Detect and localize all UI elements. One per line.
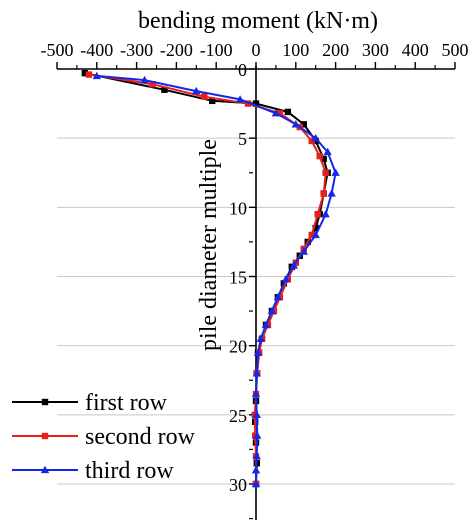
data-point <box>289 261 299 269</box>
data-point <box>300 121 307 128</box>
data-point <box>321 210 330 218</box>
data-point <box>251 479 261 488</box>
data-point <box>299 247 308 255</box>
x-tick-label: 500 <box>442 40 469 60</box>
x-tick-label: 400 <box>402 40 429 60</box>
legend: first row second row third row <box>12 390 196 484</box>
data-point <box>209 97 216 105</box>
data-point <box>252 431 262 439</box>
x-tick-label: -300 <box>120 40 153 60</box>
series-third-row <box>92 71 340 488</box>
data-point <box>311 230 320 239</box>
y-tick-label: 5 <box>238 129 247 149</box>
data-point <box>235 95 245 103</box>
data-point <box>253 348 263 356</box>
data-point <box>252 410 261 418</box>
data-point <box>316 152 323 160</box>
x-tick-label: -100 <box>200 40 233 60</box>
data-point <box>284 108 292 116</box>
data-point <box>256 334 265 342</box>
legend-label: third row <box>85 458 174 484</box>
data-point <box>276 110 284 117</box>
data-point <box>252 100 260 107</box>
y-tick-label: 30 <box>229 475 247 495</box>
axes: -500 -400 -300 -200 -100 0 100 200 300 400 5000510… <box>41 40 469 520</box>
data-point <box>85 71 93 78</box>
y-tick-label: 10 <box>229 198 247 218</box>
data-point <box>320 155 327 163</box>
plot-area <box>81 69 340 488</box>
y-tick-label: 0 <box>238 60 247 80</box>
legend-item: second row <box>12 424 196 450</box>
x-tick-label: -500 <box>41 40 74 60</box>
data-point <box>311 133 320 142</box>
x-axis-title: bending moment (kN·m) <box>138 8 378 34</box>
y-axis-title: pile diameter multiple <box>196 139 222 351</box>
y-tick-label: 20 <box>229 337 247 357</box>
data-point <box>251 389 261 398</box>
data-point <box>192 86 201 95</box>
data-point <box>40 465 50 474</box>
legend-item: third row <box>12 458 174 484</box>
data-point <box>327 189 336 197</box>
data-point <box>331 168 340 176</box>
data-point <box>291 120 300 128</box>
data-point <box>308 231 315 239</box>
x-tick-label: -400 <box>80 40 113 60</box>
data-point <box>149 81 156 88</box>
legend-label: first row <box>85 390 168 416</box>
data-point <box>271 109 281 117</box>
y-tick-label: 25 <box>229 406 247 426</box>
data-point <box>161 86 168 93</box>
data-point <box>314 211 321 218</box>
data-point <box>261 320 271 329</box>
x-tick-label: 300 <box>362 40 389 60</box>
data-point <box>312 224 319 232</box>
data-point <box>81 69 89 77</box>
data-point <box>323 147 332 156</box>
legend-item: first row <box>12 390 168 416</box>
data-point <box>41 398 49 406</box>
x-tick-label: 100 <box>282 40 309 60</box>
data-point <box>41 432 49 440</box>
data-point <box>267 306 277 315</box>
data-point <box>251 465 261 474</box>
data-point <box>273 293 283 301</box>
x-tick-label: 0 <box>252 40 261 60</box>
data-point <box>320 190 327 197</box>
data-point <box>252 452 261 460</box>
data-point <box>252 369 261 377</box>
data-point <box>322 169 329 176</box>
legend-label: second row <box>85 424 196 450</box>
x-tick-label: -200 <box>160 40 193 60</box>
data-point <box>201 93 208 100</box>
data-point <box>92 71 101 80</box>
y-tick-label: 15 <box>229 268 247 288</box>
x-tick-label: 200 <box>322 40 349 60</box>
data-point <box>140 75 149 84</box>
data-point <box>281 275 291 283</box>
data-point <box>244 100 252 107</box>
